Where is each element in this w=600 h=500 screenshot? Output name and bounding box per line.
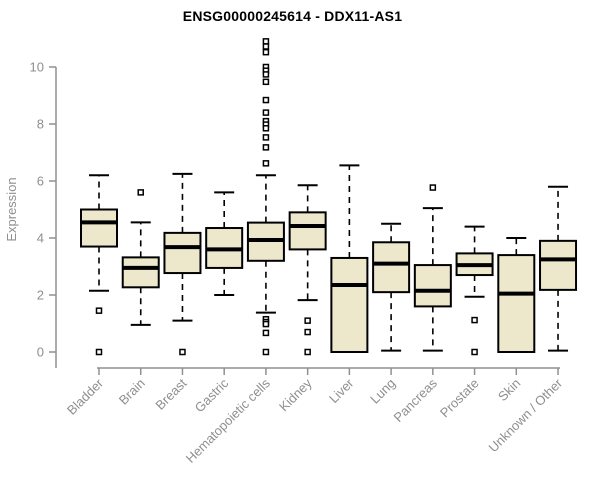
- box-pancreas: [413, 184, 452, 352]
- outlier-point: [304, 317, 311, 324]
- iqr-box: [372, 241, 411, 294]
- outlier-point: [262, 125, 270, 132]
- x-tick-label: Brain: [116, 376, 148, 408]
- iqr-box: [413, 264, 452, 308]
- x-tick-label: Liver: [326, 375, 357, 406]
- outlier-point: [262, 134, 270, 141]
- iqr-box: [330, 256, 369, 354]
- outlier-point: [179, 348, 186, 356]
- outlier-point: [262, 320, 270, 328]
- outlier-point: [262, 78, 270, 86]
- y-tick-label: 0: [37, 345, 44, 360]
- x-tick-label: Gastric: [192, 375, 232, 415]
- iqr-box: [497, 254, 536, 354]
- y-tick-label: 2: [37, 288, 44, 303]
- box-unknown-other: [539, 185, 578, 352]
- chart-title: ENSG00000245614 - DDX11-AS1: [182, 8, 403, 24]
- outlier-point: [429, 184, 437, 191]
- x-tick-label: Bladder: [64, 375, 107, 418]
- iqr-box: [539, 239, 578, 291]
- y-tick-label: 8: [37, 117, 44, 132]
- iqr-box: [121, 256, 160, 289]
- x-tick-label: Skin: [495, 376, 523, 404]
- outlier-point: [262, 71, 270, 78]
- outlier-point: [262, 48, 270, 56]
- x-tick-label: Lung: [367, 376, 398, 407]
- outlier-point: [95, 348, 103, 356]
- y-tick-label: 10: [30, 60, 44, 75]
- y-axis-title: Expression: [4, 177, 19, 241]
- box-liver: [330, 164, 369, 354]
- box-bladder: [80, 174, 118, 356]
- outlier-point: [95, 307, 103, 314]
- outlier-point: [304, 328, 311, 336]
- box-gastric: [205, 191, 244, 296]
- box-kidney: [288, 184, 327, 356]
- x-tick-label: Prostate: [437, 376, 482, 421]
- outlier-point: [137, 189, 144, 196]
- outlier-point: [262, 348, 270, 356]
- outlier-point: [262, 96, 270, 104]
- box-breast: [163, 172, 202, 356]
- outlier-point: [304, 348, 311, 356]
- box-lung: [372, 222, 411, 352]
- outlier-point: [262, 43, 270, 50]
- box-hematopoietic-cells: [246, 38, 285, 356]
- x-tick-label: Unknown / Other: [486, 375, 566, 455]
- outlier-point: [262, 38, 270, 45]
- box-skin: [497, 237, 536, 354]
- box-brain: [121, 189, 160, 326]
- x-tick-label: Breast: [152, 375, 189, 412]
- box-prostate: [455, 225, 494, 356]
- outlier-point: [262, 144, 270, 151]
- x-tick-label: Pancreas: [391, 375, 441, 425]
- x-tick-label: Kidney: [276, 375, 315, 414]
- y-tick-label: 6: [37, 174, 44, 189]
- outlier-point: [262, 109, 270, 116]
- outlier-point: [262, 160, 270, 167]
- iqr-box: [80, 208, 118, 248]
- iqr-box: [163, 231, 202, 275]
- iqr-box: [288, 211, 327, 251]
- outlier-point: [471, 316, 478, 324]
- outlier-point: [471, 348, 478, 356]
- y-tick-label: 4: [37, 231, 44, 246]
- outlier-point: [262, 329, 270, 337]
